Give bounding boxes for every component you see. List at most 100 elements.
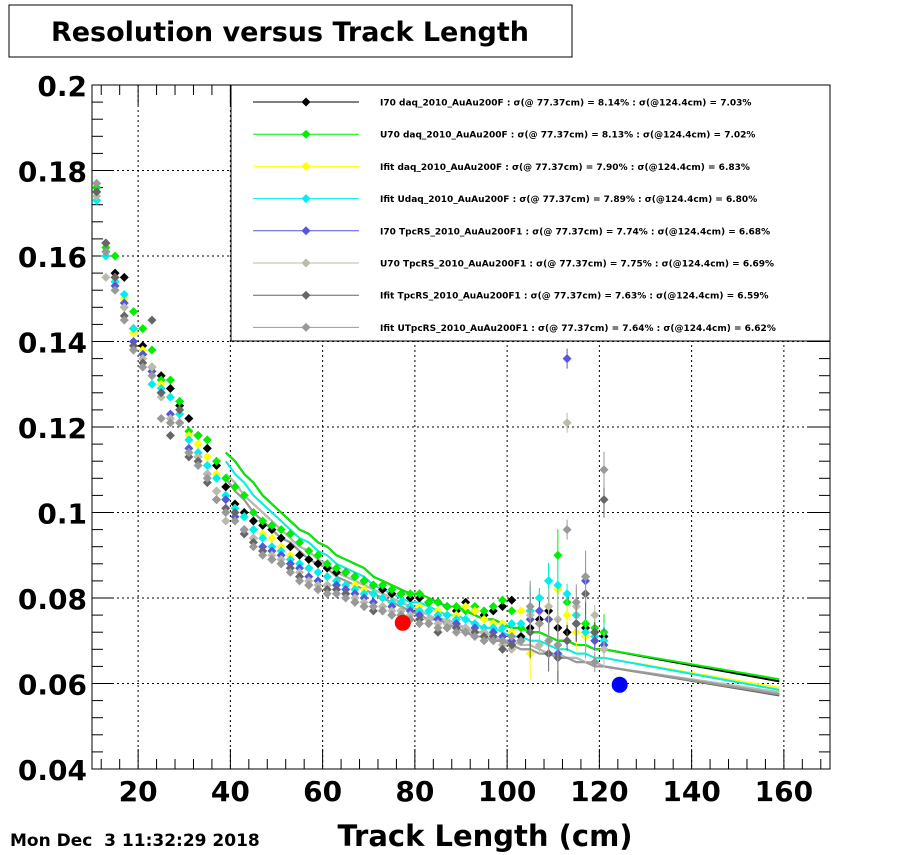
data-point [202,443,212,453]
data-point [562,610,572,620]
data-point [461,627,471,637]
data-point [212,456,222,466]
data-point [230,482,240,492]
legend-marker-6 [301,290,311,300]
data-point [534,606,544,616]
data-point [221,473,231,483]
data-point [165,375,175,385]
data-point [138,324,148,334]
data-point [571,597,581,607]
data-point [534,593,544,603]
data-point [119,315,129,325]
data-point [590,627,600,637]
data-point [470,631,480,641]
data-point [230,516,240,526]
data-point [498,595,508,605]
data-point [433,623,443,633]
data-point [359,576,369,586]
data-point [516,606,526,616]
data-point [599,465,609,475]
data-point [304,546,314,556]
reference-point-1 [611,676,628,693]
data-point [184,413,194,423]
data-point [331,589,341,599]
data-point [544,602,554,612]
data-point [553,550,563,560]
data-point [405,589,415,599]
data-point [396,589,406,599]
data-point [368,602,378,612]
data-point [313,567,323,577]
data-point [175,405,185,415]
data-point [562,354,572,364]
data-point [184,448,194,458]
data-point [193,439,203,449]
data-point [92,187,102,197]
data-point [378,606,388,616]
data-point [119,302,129,312]
data-point [295,550,305,560]
data-point [221,516,231,526]
data-point [202,460,212,470]
x-tick-label: 40 [211,775,250,808]
data-point [267,533,277,543]
data-point [285,529,295,539]
data-point [507,619,517,629]
chart-title: Resolution versus Track Length [51,17,529,48]
data-point [147,362,157,372]
data-point [175,418,185,428]
legend-label-2: Ifit daq_2010_AuAu200F : σ(@ 77.37cm) = … [380,163,750,173]
data-point [156,388,166,398]
data-point [424,606,434,616]
x-tick-label: 100 [478,775,536,808]
data-point [248,542,258,552]
data-point [424,619,434,629]
data-point [258,550,268,560]
x-tick-label: 20 [119,775,158,808]
data-point [119,272,129,282]
data-point [304,580,314,590]
reference-point-0 [394,614,411,631]
data-point [239,512,249,522]
data-point [138,362,148,372]
data-point [590,657,600,667]
data-point [165,431,175,441]
data-point [498,644,508,654]
y-tick-label: 0.04 [18,754,87,787]
data-point [147,345,157,355]
data-point [101,238,111,248]
data-point [267,520,277,530]
data-point [562,589,572,599]
title-box [8,4,573,58]
data-point [129,307,139,317]
data-point [304,563,314,573]
data-point [461,602,471,612]
data-point [313,550,323,560]
data-point [387,610,397,620]
data-point [147,315,157,325]
data-point [507,595,517,605]
data-point [304,555,314,565]
tick-labels: 20 40 60 80 100 120 140 160 0.04 0.06 0.08 0.1 0.12 0… [18,70,813,808]
legend-label-7: Ifit UTpcRS_2010_AuAu200F1 : σ(@ 77.37cm… [380,324,776,334]
data-point [470,606,480,616]
data-point [479,614,489,624]
data-point [544,636,554,646]
data-point [147,371,157,381]
legend-label-4: I70 TpcRS_2010_AuAu200F1 : σ(@ 77.37cm) … [380,227,770,237]
data-point [165,384,175,394]
data-point [590,610,600,620]
data-point [276,559,286,569]
data-point [488,602,498,612]
legend-label-3: Ifit Udaq_2010_AuAu200F : σ(@ 77.37cm) =… [380,195,757,205]
data-point [581,627,591,637]
data-point [562,636,572,646]
data-point [101,247,111,257]
data-point [147,379,157,389]
data-point [498,623,508,633]
data-point [239,525,249,535]
data-point [433,597,443,607]
data-points [92,178,609,684]
data-point [110,272,120,282]
